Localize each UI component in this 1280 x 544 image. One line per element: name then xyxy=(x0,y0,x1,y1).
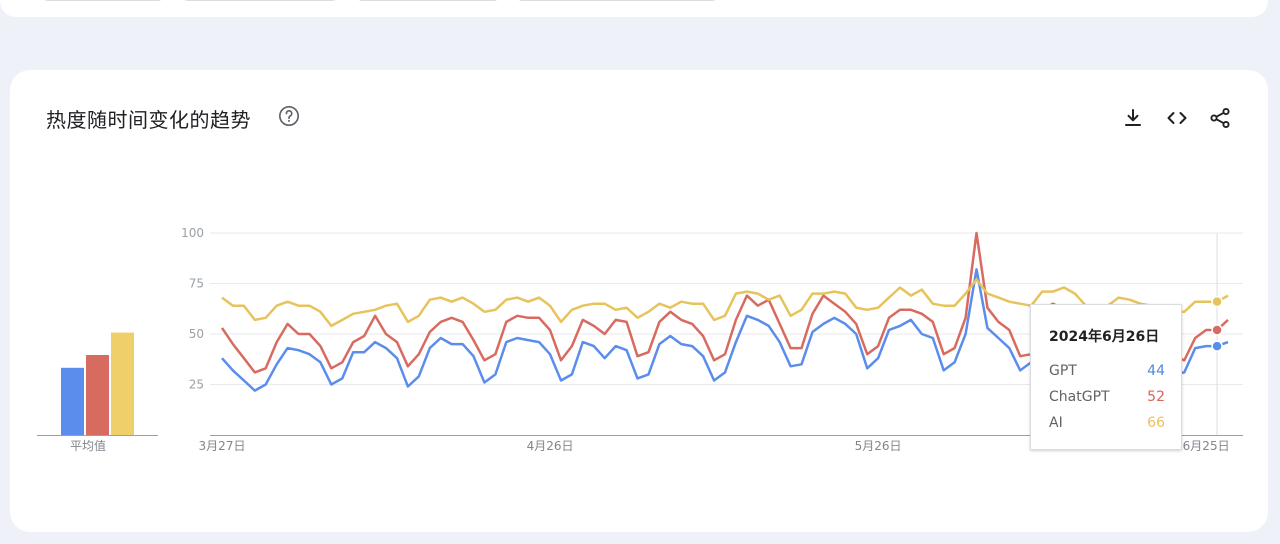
x-tick-label: 5月26日 xyxy=(855,439,902,453)
average-label: 平均值 xyxy=(70,439,107,453)
average-bar-chatgpt xyxy=(86,355,109,435)
x-tick-label: 3月27日 xyxy=(199,439,246,453)
previous-card-bottom xyxy=(0,0,1268,17)
x-tick-label: 4月26日 xyxy=(527,439,574,453)
y-tick-label: 25 xyxy=(189,378,204,392)
code-embed-icon[interactable] xyxy=(1165,106,1189,130)
tooltip-series-name: GPT xyxy=(1049,363,1077,379)
series-line-ai xyxy=(221,278,1229,328)
series-point-ai[interactable] xyxy=(1211,295,1223,308)
help-circle-icon[interactable] xyxy=(278,105,300,127)
tooltip-date: 2024年6月26日 xyxy=(1049,329,1160,345)
interest-over-time-card: 热度随时间变化的趋势 平均值 25 50 75 100 3月27日 4月26日 5月26日 6… xyxy=(10,70,1268,532)
average-bar-chart xyxy=(37,332,158,436)
download-icon[interactable] xyxy=(1121,106,1145,130)
x-tick-label: 6月25日 xyxy=(1183,439,1230,453)
term-chip[interactable] xyxy=(516,0,718,1)
term-chip[interactable] xyxy=(356,0,500,1)
data-tooltip: 2024年6月26日 GPT 44 ChatGPT 52 AI 66 xyxy=(1030,304,1182,450)
term-chip[interactable] xyxy=(182,0,338,1)
share-icon[interactable] xyxy=(1208,106,1232,130)
y-tick-label: 50 xyxy=(189,327,204,341)
series-point-gpt[interactable] xyxy=(1211,340,1223,352)
tooltip-series-value: 44 xyxy=(1147,363,1165,379)
y-tick-label: 100 xyxy=(181,226,204,240)
series-point-chatgpt[interactable] xyxy=(1211,324,1223,336)
average-bar-gpt xyxy=(61,367,84,435)
y-tick-label: 75 xyxy=(189,277,204,291)
tooltip-series-name: AI xyxy=(1049,415,1063,431)
average-bar-ai xyxy=(111,332,134,435)
term-chip[interactable] xyxy=(42,0,164,1)
tooltip-series-value: 66 xyxy=(1147,415,1165,431)
tooltip-series-name: ChatGPT xyxy=(1049,389,1110,405)
tooltip-series-value: 52 xyxy=(1147,389,1165,405)
card-title: 热度随时间变化的趋势 xyxy=(46,108,251,132)
